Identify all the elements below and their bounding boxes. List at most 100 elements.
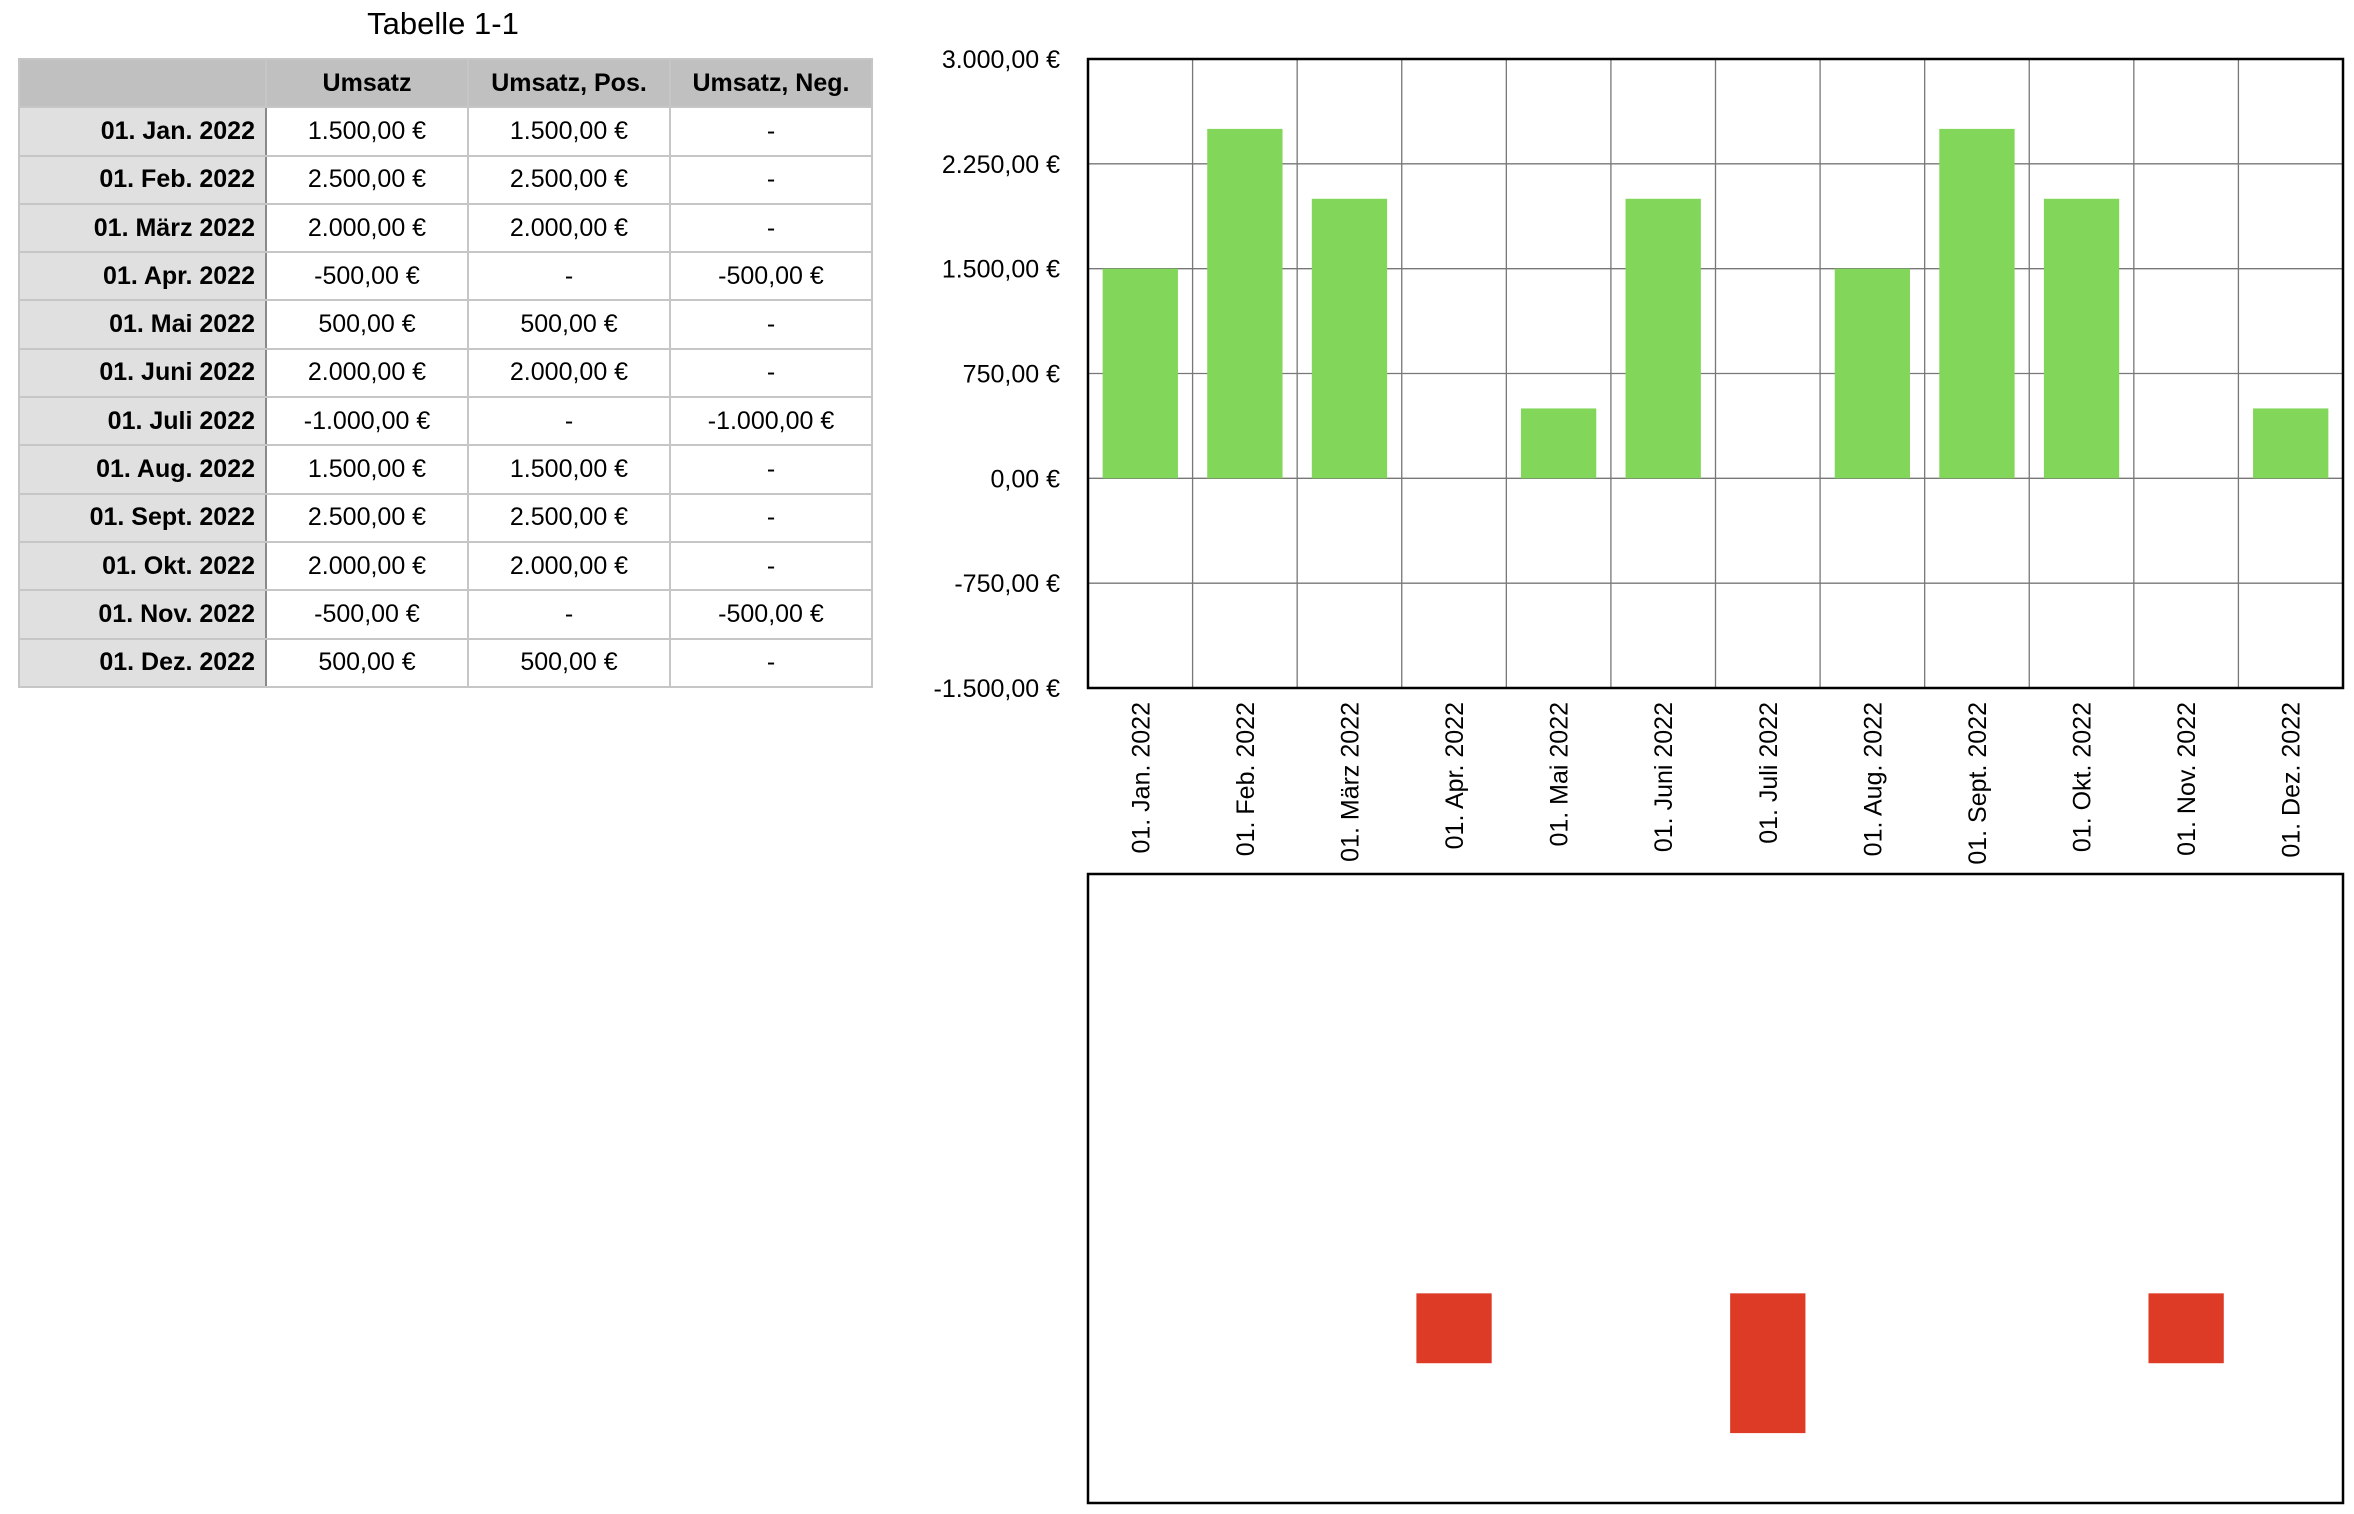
- table-cell: 2.000,00 €: [467, 202, 671, 254]
- table-cell: -: [669, 444, 873, 495]
- row-header-date: 01. Feb. 2022: [18, 154, 267, 205]
- table-row: 01. Dez. 2022 500,00 €500,00 € -: [18, 637, 873, 688]
- bar: [1311, 198, 1388, 479]
- table-cell: -: [669, 299, 873, 350]
- table-row: 01. Okt. 2022 2.000,00 €2.000,00 € -: [18, 540, 873, 592]
- x-tick-label: 01. Dez. 2022: [2278, 702, 2306, 858]
- bar: [2043, 198, 2120, 479]
- y-tick-label: 2.250,00 €: [942, 151, 1060, 179]
- header-umsatz-neg: Umsatz, Neg.: [669, 57, 873, 109]
- bar: [1730, 1293, 1806, 1434]
- table-cell: 2.000,00 €: [265, 202, 469, 254]
- table-row: 01. Juli 2022 -1.000,00 € - -1.000,00 €: [18, 396, 873, 447]
- row-header-date: 01. Aug. 2022: [18, 444, 267, 495]
- table-row: 01. Nov. 2022 -500,00 € - -500,00 €: [18, 589, 873, 640]
- table-row: 01. Jan. 2022 1.500,00 €1.500,00 € -: [18, 106, 873, 157]
- row-header-date: 01. Juni 2022: [18, 347, 267, 399]
- table-cell: -: [669, 637, 873, 688]
- table-cell: 2.500,00 €: [467, 492, 671, 543]
- table-cell: -: [669, 347, 873, 399]
- table-cell: -1.000,00 €: [669, 396, 873, 447]
- table-cell: 2.000,00 €: [467, 347, 671, 399]
- table-cell: -: [467, 396, 671, 447]
- bar: [1520, 408, 1597, 479]
- bar: [1834, 268, 1911, 479]
- x-tick-label: 01. Sept. 2022: [1964, 702, 1992, 865]
- table-row: 01. Mai 2022 500,00 €500,00 € -: [18, 299, 873, 350]
- x-tick-label: 01. Apr. 2022: [1441, 702, 1469, 849]
- bar: [1939, 128, 2015, 479]
- table-cell: 2.000,00 €: [265, 347, 469, 399]
- bar: [1625, 198, 1701, 479]
- x-tick-label: 01. Nov. 2022: [2173, 702, 2201, 856]
- y-tick-label: 0,00 €: [990, 465, 1060, 493]
- x-tick-label: 01. Juni 2022: [1650, 702, 1678, 852]
- bar: [1102, 268, 1178, 479]
- bar: [2253, 408, 2329, 479]
- row-header-date: 01. Sept. 2022: [18, 492, 267, 543]
- table-row: 01. Juni 2022 2.000,00 €2.000,00 € -: [18, 347, 873, 399]
- header-umsatz-pos: Umsatz, Pos.: [467, 57, 671, 109]
- table-cell: 2.500,00 €: [265, 492, 469, 543]
- table-body: 01. Jan. 2022 1.500,00 €1.500,00 € -01. Fe…: [18, 106, 873, 688]
- row-header-date: 01. Nov. 2022: [18, 589, 267, 640]
- table-cell: 2.500,00 €: [467, 154, 671, 205]
- table-cell: 2.000,00 €: [265, 540, 469, 592]
- x-tick-label: 01. März 2022: [1336, 702, 1364, 862]
- table-row: 01. Feb. 2022 2.500,00 €2.500,00 € -: [18, 154, 873, 205]
- table-cell: 500,00 €: [265, 299, 469, 350]
- plot-frame: [1086, 57, 2345, 690]
- row-header-date: 01. März 2022: [18, 202, 267, 254]
- x-tick-label: 01. Aug. 2022: [1859, 702, 1887, 856]
- table-cell: -1.000,00 €: [265, 396, 469, 447]
- table-cell: 500,00 €: [467, 637, 671, 688]
- table-title: Tabelle 1-1: [367, 6, 519, 41]
- y-tick-label: 3.000,00 €: [942, 46, 1060, 74]
- table-cell: -: [669, 202, 873, 254]
- row-header-date: 01. Okt. 2022: [18, 540, 267, 592]
- header-umsatz: Umsatz: [265, 57, 469, 109]
- table-cell: 500,00 €: [265, 637, 469, 688]
- table-cell: -: [669, 540, 873, 592]
- table-cell: 1.500,00 €: [467, 106, 671, 157]
- table-cell: 1.500,00 €: [265, 444, 469, 495]
- y-tick-label: -750,00 €: [954, 570, 1060, 598]
- row-header-date: 01. Jan. 2022: [18, 106, 267, 157]
- table-cell: 2.500,00 €: [265, 154, 469, 205]
- table-cell: -: [669, 106, 873, 157]
- table-row: 01. März 2022 2.000,00 €2.000,00 € -: [18, 202, 873, 254]
- x-tick-label: 01. Mai 2022: [1546, 702, 1574, 847]
- y-tick-label: -1.500,00 €: [934, 675, 1061, 703]
- bar: [1416, 1293, 1492, 1364]
- y-tick-label: 1.500,00 €: [942, 256, 1060, 284]
- table-cell: 2.000,00 €: [467, 540, 671, 592]
- bar: [2148, 1293, 2224, 1364]
- table-cell: -: [467, 589, 671, 640]
- row-header-date: 01. Juli 2022: [18, 396, 267, 447]
- bar: [1207, 128, 1283, 479]
- table-cell: 1.500,00 €: [265, 106, 469, 157]
- table-cell: -: [669, 154, 873, 205]
- row-header-date: 01. Mai 2022: [18, 299, 267, 350]
- data-table: Umsatz Umsatz, Pos. Umsatz, Neg. 01. Jan…: [18, 57, 873, 688]
- x-tick-label: 01. Okt. 2022: [2069, 702, 2097, 852]
- table-row: 01. Aug. 2022 1.500,00 €1.500,00 € -: [18, 444, 873, 495]
- table-cell: -500,00 €: [265, 251, 469, 302]
- table-cell: -500,00 €: [265, 589, 469, 640]
- table-cell: -: [669, 492, 873, 543]
- header-corner-cell: [18, 57, 267, 109]
- table-cell: -500,00 €: [669, 589, 873, 640]
- table-header-row: Umsatz Umsatz, Pos. Umsatz, Neg.: [18, 57, 873, 109]
- table-cell: -: [467, 251, 671, 302]
- x-tick-label: 01. Jan. 2022: [1127, 702, 1155, 854]
- plot-frame: [1086, 872, 2345, 1505]
- table-row: 01. Sept. 2022 2.500,00 €2.500,00 € -: [18, 492, 873, 543]
- table-cell: -500,00 €: [669, 251, 873, 302]
- table-cell: 500,00 €: [467, 299, 671, 350]
- table-header: Umsatz Umsatz, Pos. Umsatz, Neg.: [18, 57, 873, 109]
- x-tick-label: 01. Juli 2022: [1755, 702, 1783, 844]
- row-header-date: 01. Apr. 2022: [18, 251, 267, 302]
- y-tick-label: 750,00 €: [963, 361, 1060, 389]
- x-tick-label: 01. Feb. 2022: [1232, 702, 1260, 856]
